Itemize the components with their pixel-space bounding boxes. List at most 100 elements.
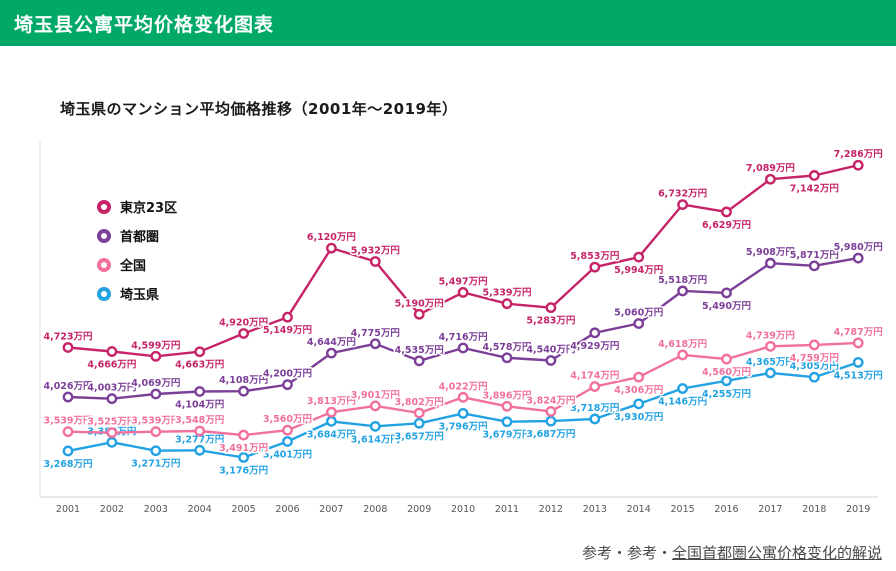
point-marker-saitama — [545, 415, 557, 427]
legend-item-zenkoku: 全国 — [97, 255, 177, 274]
point-label-saitama: 4,255万円 — [702, 389, 751, 400]
point-label-tokyo23: 4,666万円 — [87, 360, 136, 371]
point-marker-shutoken — [721, 287, 732, 299]
point-label-saitama: 3,277万円 — [175, 434, 224, 445]
point-label-tokyo23: 5,149万円 — [263, 325, 312, 336]
point-label-shutoken: 4,775万円 — [351, 328, 400, 339]
point-marker-tokyo23 — [501, 298, 513, 310]
point-label-tokyo23: 6,629万円 — [702, 220, 751, 231]
point-marker-shutoken — [633, 318, 645, 329]
point-marker-shutoken — [808, 260, 820, 272]
point-label-tokyo23: 5,932万円 — [351, 246, 400, 257]
point-marker-shutoken — [282, 379, 293, 391]
point-label-tokyo23: 4,920万円 — [219, 317, 268, 328]
x-tick-label: 2005 — [232, 504, 256, 515]
point-marker-saitama — [325, 415, 337, 427]
point-label-shutoken: 4,108万円 — [219, 375, 268, 386]
footer-reference-link[interactable]: 全国首都圏公寓价格变化的解说 — [671, 544, 882, 562]
point-label-shutoken: 5,871万円 — [790, 250, 839, 261]
point-label-saitama: 4,305万円 — [790, 361, 839, 372]
point-marker-saitama — [413, 417, 425, 429]
point-label-saitama: 3,684万円 — [307, 429, 356, 440]
x-tick-label: 2010 — [451, 504, 475, 515]
x-tick-label: 2011 — [495, 504, 519, 515]
point-marker-tokyo23 — [677, 199, 688, 211]
point-marker-zenkoku — [194, 425, 206, 437]
point-marker-shutoken — [545, 355, 557, 366]
point-label-zenkoku: 4,560万円 — [702, 367, 751, 378]
point-marker-zenkoku — [545, 406, 557, 417]
point-label-zenkoku: 3,824万円 — [526, 395, 575, 406]
point-marker-tokyo23 — [282, 311, 293, 323]
series-line-tokyo23 — [66, 163, 860, 358]
point-marker-saitama — [150, 445, 162, 457]
x-tick-label: 2018 — [802, 504, 826, 515]
point-label-shutoken: 5,518万円 — [658, 275, 707, 286]
point-marker-tokyo23 — [545, 302, 557, 314]
point-marker-tokyo23 — [852, 159, 864, 171]
point-label-saitama: 3,718万円 — [570, 403, 619, 414]
point-marker-zenkoku — [501, 400, 513, 412]
point-label-zenkoku: 3,901万円 — [351, 390, 400, 401]
point-marker-tokyo23 — [62, 342, 74, 353]
point-marker-zenkoku — [633, 371, 645, 383]
point-marker-shutoken — [325, 347, 337, 359]
legend-item-shutoken: 首都圏 — [97, 226, 177, 245]
legend-label: 首都圏 — [120, 230, 160, 245]
point-marker-saitama — [808, 371, 820, 383]
point-marker-shutoken — [852, 252, 864, 264]
point-label-tokyo23: 6,120万円 — [307, 232, 356, 243]
x-tick-label: 2006 — [275, 504, 299, 515]
point-label-tokyo23: 6,732万円 — [658, 189, 707, 200]
legend-label: 埼玉県 — [120, 288, 160, 303]
point-marker-zenkoku — [721, 353, 732, 365]
x-tick-label: 2007 — [319, 504, 343, 515]
point-marker-saitama — [501, 416, 513, 428]
point-label-shutoken: 4,644万円 — [307, 337, 356, 348]
chart-title: 埼玉県のマンション平均価格推移（2001年〜2019年） — [60, 100, 458, 118]
point-label-shutoken: 4,929万円 — [570, 341, 619, 352]
point-label-zenkoku: 4,022万円 — [439, 381, 488, 392]
point-label-saitama: 3,657万円 — [395, 431, 444, 442]
point-label-tokyo23: 5,339万円 — [482, 288, 531, 299]
point-label-saitama: 4,513万円 — [834, 370, 883, 381]
point-marker-shutoken — [677, 285, 688, 297]
x-tick-label: 2002 — [100, 504, 124, 515]
point-label-zenkoku: 3,491万円 — [219, 443, 268, 454]
point-label-zenkoku: 3,539万円 — [43, 416, 92, 427]
point-label-zenkoku: 4,306万円 — [614, 385, 663, 396]
point-marker-zenkoku — [62, 426, 74, 438]
point-label-tokyo23: 7,142万円 — [790, 183, 839, 194]
legend-marker-icon — [97, 228, 111, 243]
point-label-saitama: 3,796万円 — [439, 421, 488, 432]
point-label-tokyo23: 5,497万円 — [439, 276, 488, 287]
point-label-shutoken: 4,200万円 — [263, 369, 312, 380]
point-marker-zenkoku — [106, 427, 118, 439]
point-label-shutoken: 4,578万円 — [482, 342, 531, 353]
point-marker-saitama — [282, 436, 293, 447]
point-marker-zenkoku — [238, 429, 250, 441]
x-tick-label: 2015 — [671, 504, 695, 515]
point-marker-zenkoku — [413, 407, 425, 419]
point-label-shutoken: 4,716万円 — [439, 332, 488, 343]
point-marker-shutoken — [765, 257, 776, 269]
point-label-zenkoku: 3,813万円 — [307, 396, 356, 407]
point-label-shutoken: 5,908万円 — [746, 247, 795, 258]
point-label-shutoken: 4,535万円 — [395, 345, 444, 356]
point-marker-zenkoku — [808, 339, 820, 351]
page-title: 埼玉县公寓平均价格变化图表 — [14, 13, 275, 36]
point-label-tokyo23: 4,599万円 — [131, 340, 180, 351]
legend-item-saitama: 埼玉県 — [97, 284, 177, 303]
point-marker-shutoken — [62, 391, 74, 403]
point-label-tokyo23: 7,286万円 — [834, 149, 883, 160]
point-marker-tokyo23 — [633, 251, 645, 263]
point-marker-shutoken — [238, 385, 250, 397]
point-marker-saitama — [238, 452, 250, 463]
x-tick-label: 2008 — [363, 504, 387, 515]
point-marker-shutoken — [589, 327, 601, 339]
legend-marker-icon — [97, 286, 111, 301]
x-tick-label: 2003 — [144, 504, 168, 515]
point-label-zenkoku: 4,739万円 — [746, 330, 795, 341]
point-marker-zenkoku — [325, 406, 337, 418]
